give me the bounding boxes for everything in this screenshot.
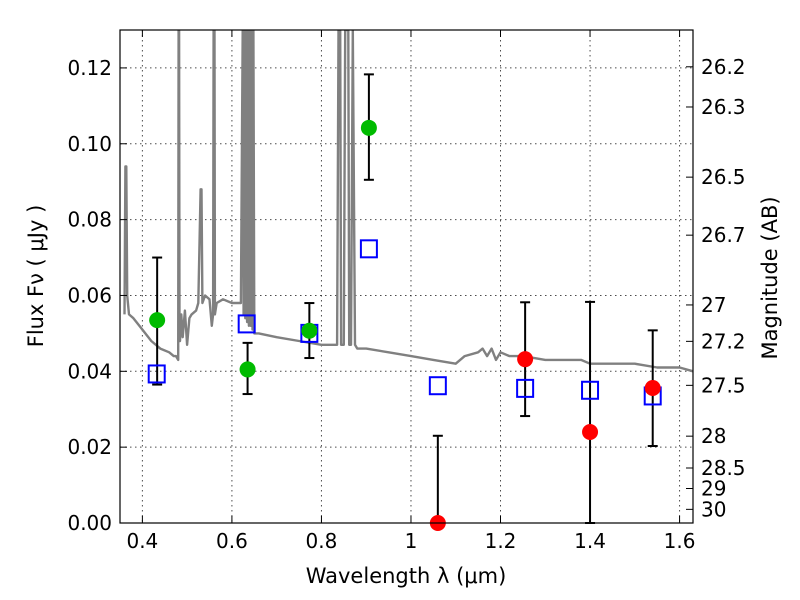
y2-tick-label: 29: [701, 476, 726, 500]
model-flux-square: [516, 378, 535, 398]
y2-tick-label: 26.5: [701, 165, 746, 189]
x-axis-label: Wavelength λ (μm): [306, 564, 507, 588]
y2-tick-label: 28.5: [701, 456, 746, 480]
x-tick-label: 0.6: [216, 529, 248, 553]
y2-tick-label: 27.5: [701, 373, 746, 397]
x-tick-label: 1.6: [664, 529, 696, 553]
y2-axis-label: Magnitude (AB): [758, 196, 782, 359]
detection-point: [301, 322, 318, 339]
x-tick-label: 0.4: [126, 529, 158, 553]
y-tick-label: 0.04: [67, 359, 112, 383]
x-axis: 0.4 0.6 0.8 1 1.2 1.4 1.6: [126, 30, 695, 553]
x-tick-label: 1: [405, 529, 418, 553]
y-tick-label: 0.12: [67, 56, 112, 80]
detection-point: [149, 312, 166, 329]
y-tick-label: 0.00: [67, 511, 112, 535]
x-tick-label: 1.4: [574, 529, 606, 553]
y2-tick-label: 30: [701, 497, 726, 521]
plot-area: [123, 30, 693, 373]
y2-tick-label: 26.7: [701, 223, 746, 247]
model-flux-square: [147, 364, 166, 384]
model-flux-square: [237, 314, 256, 334]
plot-frame: [119, 29, 694, 524]
low-significance-point: [582, 423, 599, 440]
grid-lines: [120, 30, 693, 524]
detection-point: [360, 119, 377, 136]
model-flux-square: [581, 380, 600, 400]
x-tick-label: 1.2: [485, 529, 517, 553]
y-tick-label: 0.06: [67, 283, 112, 307]
model-flux-square: [359, 239, 378, 259]
detection-point: [239, 361, 256, 378]
y-axis-left: 0.00 0.02 0.04 0.06 0.08 0.10 0.12: [67, 56, 127, 535]
y2-tick-label: 26.2: [701, 55, 746, 79]
low-significance-point: [644, 379, 661, 396]
y2-tick-label: 27: [701, 293, 726, 317]
low-significance-point: [517, 351, 534, 368]
y-axis-label: Flux Fν ( μJy ): [24, 205, 48, 348]
y-tick-label: 0.10: [67, 132, 112, 156]
y-tick-label: 0.08: [67, 208, 112, 232]
x-tick-label: 0.8: [306, 529, 338, 553]
y2-tick-label: 28: [701, 424, 726, 448]
model-spectrum-line: [123, 30, 693, 373]
y-tick-label: 0.02: [67, 435, 112, 459]
marker-layer: [147, 73, 662, 531]
model-flux-square: [428, 376, 447, 396]
y2-tick-label: 27.2: [701, 329, 746, 353]
y2-tick-label: 26.3: [701, 95, 746, 119]
